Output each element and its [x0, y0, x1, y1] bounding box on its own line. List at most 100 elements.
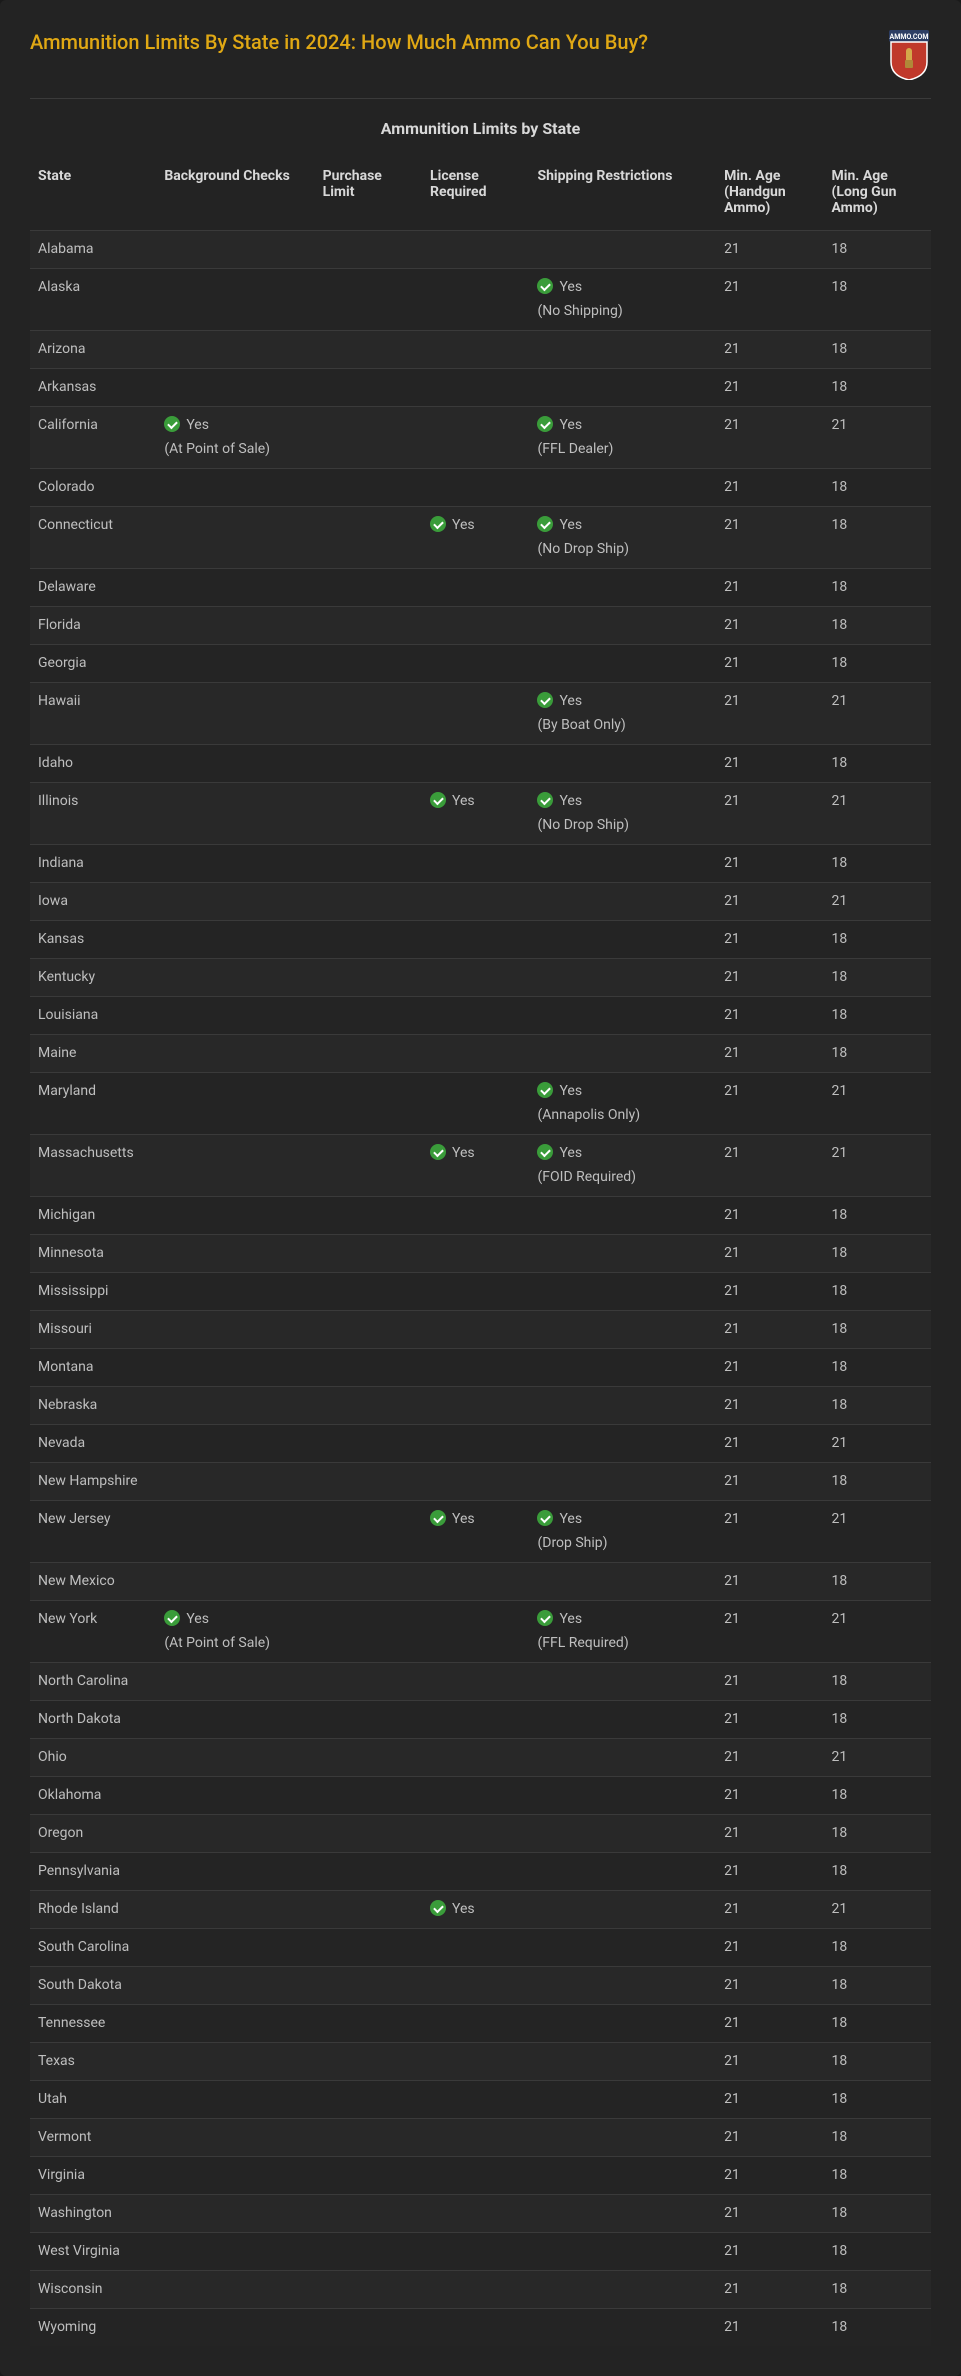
- cell-age-longgun: 21: [823, 1073, 931, 1135]
- cell-license: [422, 1967, 529, 2005]
- cell-shipping: Yes (Annapolis Only): [529, 1073, 716, 1135]
- table-row: Pennsylvania2118: [30, 1853, 931, 1891]
- cell-plimit: [315, 645, 422, 683]
- cell-plimit: [315, 845, 422, 883]
- cell-license: [422, 1073, 529, 1135]
- cell-state: North Carolina: [30, 1663, 156, 1701]
- table-row: Nebraska2118: [30, 1387, 931, 1425]
- cell-age-handgun: 21: [716, 1929, 823, 1967]
- shipping-yes: Yes: [559, 279, 582, 295]
- cell-plimit: [315, 959, 422, 997]
- cell-plimit: [315, 1853, 422, 1891]
- table-row: Kentucky2118: [30, 959, 931, 997]
- cell-state: New Jersey: [30, 1501, 156, 1563]
- cell-license: [422, 269, 529, 331]
- cell-shipping: [529, 1663, 716, 1701]
- cell-state: Ohio: [30, 1739, 156, 1777]
- cell-shipping: [529, 1891, 716, 1929]
- cell-bgcheck: [156, 783, 314, 845]
- cell-plimit: [315, 1425, 422, 1463]
- cell-license: [422, 1349, 529, 1387]
- cell-age-handgun: 21: [716, 231, 823, 269]
- cell-age-handgun: 21: [716, 783, 823, 845]
- table-row: New Hampshire2118: [30, 1463, 931, 1501]
- cell-age-longgun: 18: [823, 2157, 931, 2195]
- cell-shipping: [529, 1035, 716, 1073]
- cell-plimit: [315, 1601, 422, 1663]
- cell-state: New Mexico: [30, 1563, 156, 1601]
- table-row: Maine2118: [30, 1035, 931, 1073]
- cell-state: Utah: [30, 2081, 156, 2119]
- cell-age-handgun: 21: [716, 507, 823, 569]
- cell-age-handgun: 21: [716, 921, 823, 959]
- cell-state: West Virginia: [30, 2233, 156, 2271]
- cell-age-longgun: 21: [823, 407, 931, 469]
- cell-license: [422, 997, 529, 1035]
- cell-plimit: [315, 1891, 422, 1929]
- cell-license: Yes: [422, 507, 529, 569]
- cell-state: South Dakota: [30, 1967, 156, 2005]
- check-icon: [537, 278, 553, 294]
- cell-age-longgun: 18: [823, 1035, 931, 1073]
- cell-shipping: [529, 921, 716, 959]
- table-row: Minnesota2118: [30, 1235, 931, 1273]
- table-row: Arkansas2118: [30, 369, 931, 407]
- cell-shipping: [529, 1235, 716, 1273]
- logo-text: AMMO.COM: [890, 33, 929, 41]
- cell-state: Pennsylvania: [30, 1853, 156, 1891]
- cell-bgcheck: Yes(At Point of Sale): [156, 407, 314, 469]
- cell-age-handgun: 21: [716, 1387, 823, 1425]
- cell-plimit: [315, 1929, 422, 1967]
- table-header: State Background Checks Purchase Limit L…: [30, 158, 931, 231]
- cell-age-handgun: 21: [716, 1035, 823, 1073]
- cell-license: [422, 1929, 529, 1967]
- cell-license: [422, 2081, 529, 2119]
- cell-age-longgun: 21: [823, 1425, 931, 1463]
- cell-age-handgun: 21: [716, 1663, 823, 1701]
- cell-plimit: [315, 1197, 422, 1235]
- table-row: Indiana2118: [30, 845, 931, 883]
- cell-bgcheck: [156, 845, 314, 883]
- cell-shipping: Yes(FFL Dealer): [529, 407, 716, 469]
- table-row: North Dakota2118: [30, 1701, 931, 1739]
- cell-age-handgun: 21: [716, 1273, 823, 1311]
- cell-age-handgun: 21: [716, 1701, 823, 1739]
- cell-plimit: [315, 1235, 422, 1273]
- cell-bgcheck: [156, 1967, 314, 2005]
- cell-state: Louisiana: [30, 997, 156, 1035]
- table-row: MarylandYes(Annapolis Only)2121: [30, 1073, 931, 1135]
- shipping-note: (Annapolis Only): [537, 1105, 708, 1126]
- table-row: Oklahoma2118: [30, 1777, 931, 1815]
- license-yes: Yes: [452, 1511, 475, 1527]
- table-row: Iowa2121: [30, 883, 931, 921]
- cell-age-longgun: 18: [823, 1663, 931, 1701]
- license-yes: Yes: [452, 793, 475, 809]
- cell-license: [422, 2157, 529, 2195]
- cell-bgcheck: [156, 231, 314, 269]
- cell-age-handgun: 21: [716, 1135, 823, 1197]
- cell-plimit: [315, 1739, 422, 1777]
- cell-state: South Carolina: [30, 1929, 156, 1967]
- cell-license: [422, 1777, 529, 1815]
- cell-bgcheck: [156, 507, 314, 569]
- cell-state: Iowa: [30, 883, 156, 921]
- cell-license: [422, 369, 529, 407]
- cell-age-longgun: 18: [823, 2119, 931, 2157]
- cell-age-longgun: 18: [823, 1273, 931, 1311]
- cell-state: Alaska: [30, 269, 156, 331]
- cell-age-longgun: 18: [823, 1563, 931, 1601]
- cell-license: [422, 2119, 529, 2157]
- cell-age-longgun: 18: [823, 959, 931, 997]
- cell-bgcheck: [156, 2157, 314, 2195]
- cell-plimit: [315, 469, 422, 507]
- cell-shipping: [529, 997, 716, 1035]
- cell-license: [422, 1035, 529, 1073]
- shipping-yes: Yes: [559, 1083, 582, 1099]
- cell-shipping: [529, 845, 716, 883]
- cell-license: [422, 1815, 529, 1853]
- cell-shipping: [529, 1425, 716, 1463]
- table-row: Montana2118: [30, 1349, 931, 1387]
- cell-bgcheck: [156, 1135, 314, 1197]
- cell-shipping: [529, 883, 716, 921]
- cell-age-handgun: 21: [716, 269, 823, 331]
